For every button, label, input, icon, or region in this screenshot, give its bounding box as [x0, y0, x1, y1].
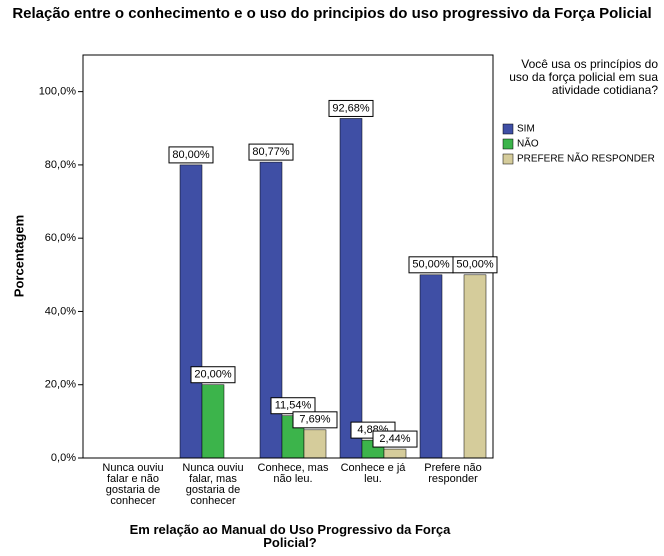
y-tick-label: 80,0%	[45, 159, 76, 171]
value-label-box	[292, 411, 338, 429]
value-label: 50,00%	[412, 259, 450, 271]
value-label: 92,68%	[332, 102, 370, 114]
bar	[179, 164, 203, 459]
chart-title: Relação entre o conhecimento e o uso do …	[12, 5, 652, 22]
x-tick-label: Conhece, mas não leu.	[257, 462, 329, 485]
y-tick-label: 100,0%	[39, 86, 77, 98]
bar	[463, 274, 487, 459]
bar	[339, 118, 363, 459]
bar	[383, 448, 407, 459]
x-tick-label: Nunca ouviu falar, mas gostaria de conhe…	[182, 462, 244, 507]
value-label: 80,77%	[252, 146, 290, 158]
value-label: 2,44%	[379, 433, 410, 445]
value-label-box	[328, 99, 374, 117]
legend-label: PREFERE NÃO RESPONDER	[517, 152, 655, 165]
value-label-box	[452, 256, 498, 274]
legend-label: SIM	[517, 124, 535, 135]
legend-swatch	[502, 123, 514, 135]
y-axis-label: Porcentagem	[11, 215, 26, 297]
x-tick-label: Conhece e já leu.	[340, 462, 406, 485]
y-tick-label: 20,0%	[45, 379, 76, 391]
value-label: 80,00%	[172, 149, 210, 161]
x-axis-label: Em relação ao Manual do Uso Progressivo …	[129, 522, 451, 550]
bar	[201, 384, 225, 459]
value-label-box	[190, 366, 236, 384]
x-tick-label: Nunca ouviu falar e não gostaria de conh…	[102, 462, 164, 507]
value-label: 50,00%	[456, 259, 494, 271]
value-label-box	[372, 430, 418, 448]
value-label: 20,00%	[194, 369, 232, 381]
bar	[419, 274, 443, 459]
legend-swatch	[502, 138, 514, 150]
value-label: 7,69%	[299, 414, 330, 426]
legend-swatch	[502, 153, 514, 165]
value-label: 11,54%	[275, 400, 312, 412]
y-tick-label: 60,0%	[45, 232, 76, 244]
bar	[303, 429, 327, 459]
legend-label: NÃO	[517, 137, 539, 150]
x-tick-label: Prefere não responder	[424, 462, 482, 485]
y-tick-label: 0,0%	[51, 452, 76, 464]
legend-title: Você usa os princípios do uso da força p…	[509, 57, 658, 97]
y-tick-label: 40,0%	[45, 305, 76, 317]
value-label-box	[248, 143, 294, 161]
value-label-box	[168, 146, 214, 164]
